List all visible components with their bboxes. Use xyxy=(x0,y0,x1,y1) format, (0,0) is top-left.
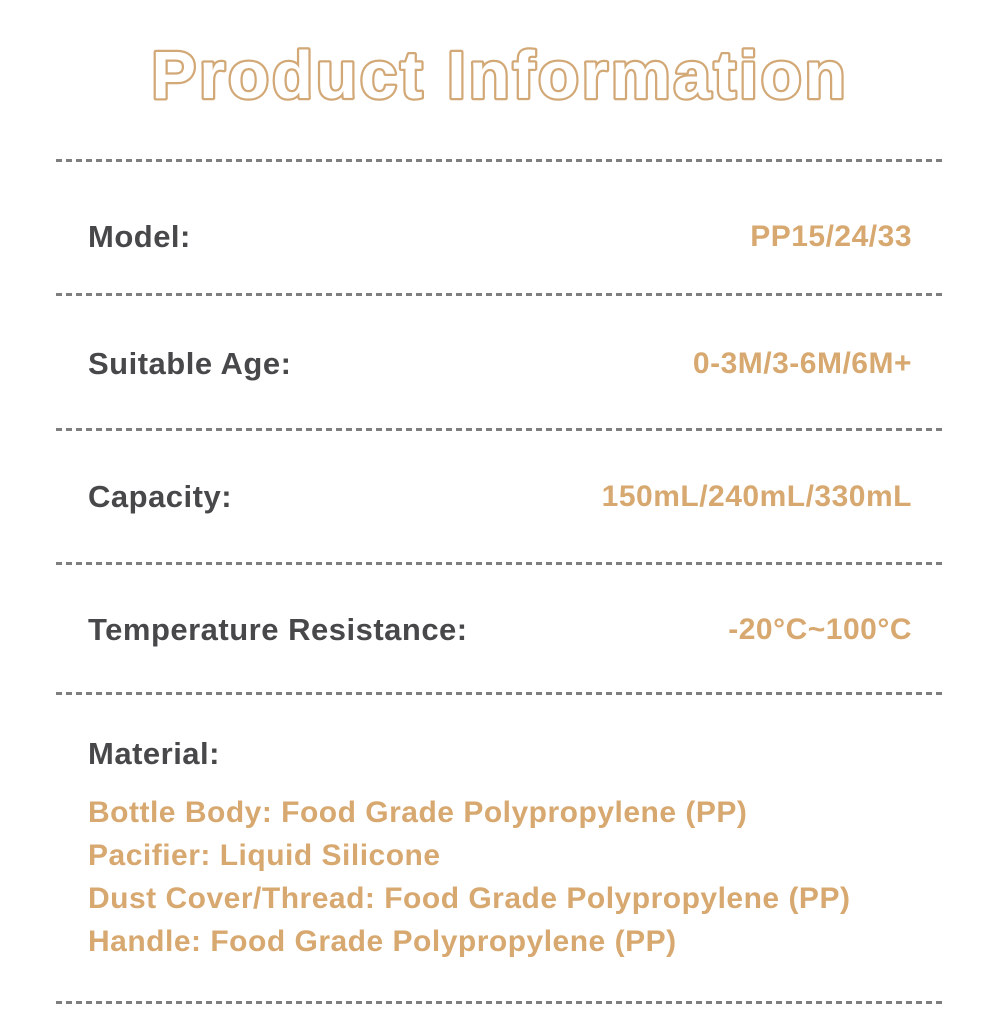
spec-row-temperature: Temperature Resistance: -20°C~100°C xyxy=(88,608,912,652)
dashed-divider xyxy=(56,692,942,695)
dashed-divider xyxy=(56,293,942,296)
spec-label: Model: xyxy=(88,219,191,254)
spec-row-suitable-age: Suitable Age: 0-3M/3-6M/6M+ xyxy=(88,342,912,386)
material-section-label: Material: xyxy=(88,736,220,771)
material-line-dust-cover: Dust Cover/Thread: Food Grade Polypropyl… xyxy=(88,882,851,915)
spec-value: 150mL/240mL/330mL xyxy=(601,480,912,513)
spec-value: 0-3M/3-6M/6M+ xyxy=(692,347,912,380)
dashed-divider xyxy=(56,159,942,162)
spec-value: PP15/24/33 xyxy=(750,220,912,253)
page-title-graphic: Product Information xyxy=(149,36,848,116)
spec-row-model: Model: PP15/24/33 xyxy=(88,215,912,259)
dashed-divider xyxy=(56,562,942,565)
material-line-handle: Handle: Food Grade Polypropylene (PP) xyxy=(88,925,677,958)
dashed-divider xyxy=(56,428,942,431)
material-line-pacifier: Pacifier: Liquid Silicone xyxy=(88,839,441,872)
page-title: Product Information xyxy=(151,38,848,113)
material-lines: Bottle Body: Food Grade Polypropylene (P… xyxy=(88,791,940,963)
spec-label: Capacity: xyxy=(88,479,233,514)
spec-label: Temperature Resistance: xyxy=(88,612,468,647)
spec-row-capacity: Capacity: 150mL/240mL/330mL xyxy=(88,475,912,519)
material-line-bottle-body: Bottle Body: Food Grade Polypropylene (P… xyxy=(88,796,748,829)
spec-label: Suitable Age: xyxy=(88,346,292,381)
dashed-divider xyxy=(56,1001,942,1004)
spec-value: -20°C~100°C xyxy=(728,613,912,646)
